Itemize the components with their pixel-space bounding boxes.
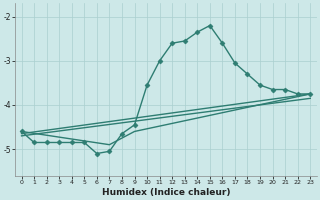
X-axis label: Humidex (Indice chaleur): Humidex (Indice chaleur) [102, 188, 230, 197]
